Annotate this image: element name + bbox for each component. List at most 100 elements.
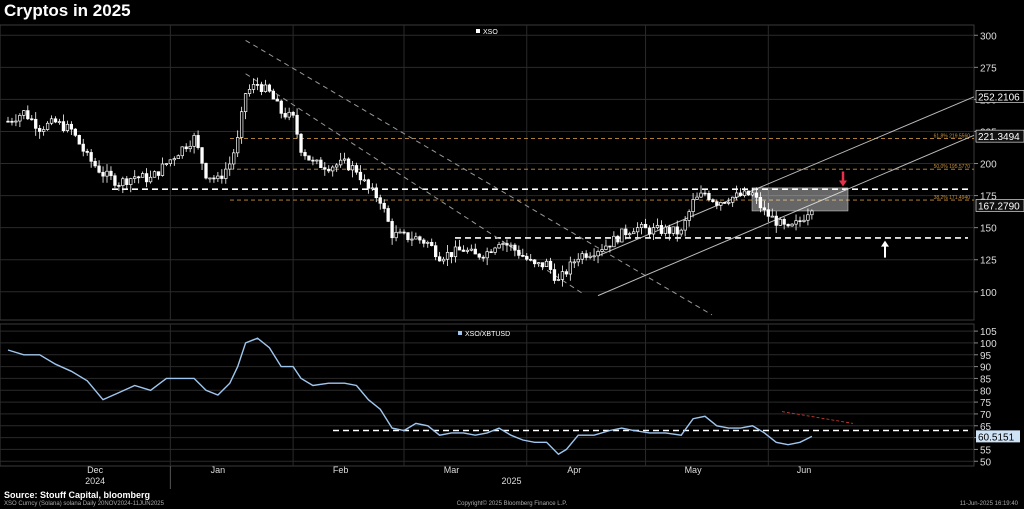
candle-body — [691, 199, 695, 212]
candle-body — [331, 166, 335, 172]
candle-body — [723, 202, 727, 204]
candle-body — [184, 146, 188, 150]
candle-body — [533, 259, 537, 265]
candle-body — [778, 218, 782, 226]
candle-body — [109, 170, 113, 177]
candle-body — [204, 162, 208, 179]
candle-body — [121, 178, 125, 187]
candle-body — [85, 150, 89, 153]
candle-body — [133, 176, 137, 179]
candle-body — [632, 231, 636, 235]
candle-body — [378, 197, 382, 204]
candle-body — [156, 171, 161, 176]
candle-body — [473, 248, 477, 255]
ratio-ytick-label-70: 70 — [980, 410, 992, 421]
price-legend-swatch — [476, 29, 480, 33]
ratio-value-label: 60.5151 — [978, 432, 1015, 443]
candle-body — [342, 158, 347, 161]
fib-label-2: 38.2% 171.4940 — [934, 195, 971, 201]
channel-lower-line — [597, 134, 975, 297]
candle-body — [774, 215, 778, 226]
candle-body — [275, 98, 279, 102]
price-value-box-2 — [975, 199, 1024, 212]
candle-body — [529, 258, 533, 261]
candle-body — [711, 199, 715, 202]
candle-body — [727, 201, 731, 204]
candle-body — [38, 128, 42, 132]
candle-body — [509, 244, 513, 247]
price-value-label-1: 221.3494 — [978, 132, 1020, 143]
candle-body — [45, 122, 50, 130]
candle-body — [651, 227, 656, 235]
candle-body — [560, 271, 565, 280]
price-ytick-label-300: 300 — [980, 31, 997, 42]
candle-body — [57, 121, 62, 123]
candle-body — [655, 225, 660, 228]
candle-body — [699, 192, 703, 198]
candle-body — [216, 175, 220, 180]
ratio-legend-label: XSO/XBTUSD — [465, 331, 510, 338]
candle-body — [501, 243, 505, 245]
candle-body — [283, 113, 287, 118]
x-axis-year-2025: 2025 — [502, 476, 522, 486]
candle-body — [220, 175, 224, 179]
price-value-label-0: 252.2106 — [978, 93, 1020, 104]
candle-body — [695, 196, 699, 200]
candle-body — [738, 192, 743, 196]
candle-body — [422, 239, 426, 244]
candle-body — [548, 260, 553, 270]
candle-body — [18, 115, 22, 122]
price-ytick-label-150: 150 — [980, 224, 997, 235]
candle-body — [362, 179, 367, 182]
candle-body — [144, 173, 149, 183]
candle-body — [394, 231, 398, 239]
candle-body — [659, 225, 664, 234]
candle-body — [224, 168, 228, 179]
candle-body — [188, 145, 192, 150]
candle-body — [93, 160, 97, 167]
candle-body — [667, 226, 671, 234]
price-panel — [0, 24, 975, 321]
candle-body — [22, 110, 26, 116]
candle-body — [457, 246, 462, 251]
ratio-legend-swatch — [458, 331, 462, 335]
candle-body — [620, 228, 624, 243]
candle-body — [437, 256, 442, 262]
candle-body — [69, 123, 74, 130]
x-axis-month-mar: Mar — [444, 465, 460, 475]
candle-body — [335, 164, 339, 168]
candle-body — [148, 176, 153, 183]
candle-body — [489, 251, 493, 254]
candle-body — [271, 90, 275, 100]
title-bar: Cryptos in 2025 — [0, 0, 1024, 24]
candle-body — [766, 209, 770, 217]
price-ytick-label-100: 100 — [980, 288, 997, 299]
candle-body — [580, 253, 584, 260]
candle-body — [608, 245, 612, 248]
candle-body — [790, 223, 794, 227]
candle-body — [544, 260, 549, 267]
candle-body — [117, 185, 121, 187]
candle-body — [346, 158, 351, 171]
x-axis-year-2024: 2024 — [85, 476, 105, 486]
candle-body — [525, 255, 529, 260]
candle-body — [398, 231, 402, 234]
candle-body — [263, 84, 268, 92]
candle-body — [152, 171, 157, 178]
ratio-downtrend-annotation — [781, 411, 854, 424]
candle-body — [192, 135, 196, 147]
candle-body — [125, 178, 129, 185]
candle-body — [469, 248, 473, 251]
candle-body — [61, 121, 66, 131]
candle-body — [798, 220, 802, 223]
consolidation-box — [751, 187, 849, 212]
candle-body — [497, 244, 501, 249]
candle-body — [295, 114, 299, 135]
candle-body — [481, 256, 485, 259]
candle-body — [327, 168, 331, 172]
candle-body — [742, 190, 747, 196]
candle-body — [137, 176, 141, 179]
candle-body — [517, 249, 521, 256]
candle-body — [616, 235, 620, 243]
candle-body — [758, 196, 763, 209]
